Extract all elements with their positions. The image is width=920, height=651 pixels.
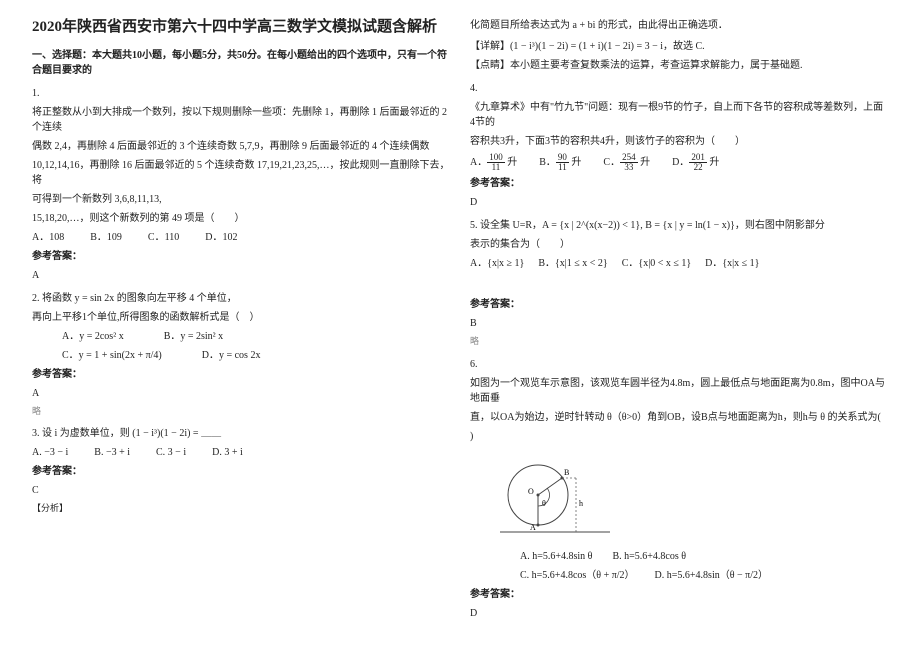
label-theta: θ <box>542 499 546 508</box>
q2-l2: 再向上平移1个单位,所得图象的函数解析式是（ ） <box>32 310 450 325</box>
q5-l1: 5. 设全集 U=R，A = {x | 2^(x(x−2)) < 1}, B =… <box>470 218 888 233</box>
q1-opt-d: D．102 <box>205 230 237 245</box>
r-top: 化简题目所给表达式为 a + bi 的形式，由此得出正确选项． <box>470 18 888 33</box>
q5-opt-d: D．{x|x ≤ 1} <box>705 256 759 271</box>
q3-opt-d: D. 3 + i <box>212 445 243 460</box>
q5-options: A．{x|x ≥ 1} B．{x|1 ≤ x < 2} C．{x|0 < x ≤… <box>470 256 888 271</box>
q6-opt-c: C. h=5.6+4.8cos（θ + π/2） <box>520 568 635 583</box>
q5-opt-a: A．{x|x ≥ 1} <box>470 256 524 271</box>
q6-b3: ) <box>470 429 888 444</box>
q1-p2: 偶数 2,4，再删除 4 后面最邻近的 3 个连续奇数 5,7,9，再删除 9 … <box>32 139 450 154</box>
r-point: 【点睛】本小题主要考查复数乘法的运算，考查运算求解能力，属于基础题. <box>470 58 888 73</box>
q4-num: 4. <box>470 81 888 96</box>
q3-opt-c: C. 3 − i <box>156 445 186 460</box>
q1-ans-label: 参考答案： <box>32 249 450 264</box>
q3-ans: C <box>32 483 450 498</box>
label-A: A <box>530 523 536 532</box>
q3-line: 3. 设 i 为虚数单位，则 (1 − i³)(1 − 2i) = ＿＿ <box>32 426 450 441</box>
q3-opt-b: B. −3 + i <box>94 445 130 460</box>
q5-opt-c: C．{x|0 < x ≤ 1} <box>622 256 691 271</box>
label-h: h <box>579 499 583 508</box>
label-O: O <box>528 487 534 496</box>
q1-p4: 可得到一个新数列 3,6,8,11,13, <box>32 192 450 207</box>
q6-b2: 直，以OA为始边，逆时针转动 θ（θ>0）角到OB，设B点与地面距离为h，则h与… <box>470 410 888 425</box>
q1-opt-c: C．110 <box>148 230 179 245</box>
section-heading: 一、选择题：本大题共10小题，每小题5分，共50分。在每小题给出的四个选项中，只… <box>32 48 450 78</box>
q2-options-row2: C．y = 1 + sin(2x + π/4) D．y = cos 2x <box>62 348 450 363</box>
doc-title: 2020年陕西省西安市第六十四中学高三数学文模拟试题含解析 <box>32 18 450 38</box>
q3-opt-a: A. −3 − i <box>32 445 68 460</box>
q1-num: 1. <box>32 86 450 101</box>
q1-p5: 15,18,20,…，则这个新数列的第 49 项是（ ） <box>32 211 450 226</box>
q6-opt-a: A. h=5.6+4.8sin θ <box>520 549 592 564</box>
q5-l2: 表示的集合为（ ） <box>470 237 888 252</box>
ferris-wheel-svg: O A B θ h <box>500 450 610 540</box>
q2-ans-label: 参考答案： <box>32 367 450 382</box>
q6-num: 6. <box>470 357 888 372</box>
q6-b1: 如图为一个观览车示意图，该观览车圆半径为4.8m，圆上最低点与地面距离为0.8m… <box>470 376 888 406</box>
q6-ans-label: 参考答案： <box>470 587 888 602</box>
q4-b1: 《九章算术》中有"竹九节"问题：现有一根9节的竹子，自上而下各节的容积成等差数列… <box>470 100 888 130</box>
q1-ans: A <box>32 268 450 283</box>
q1-p1: 将正整数从小到大排成一个数列，按以下规则删除一些项：先删除 1，再删除 1 后面… <box>32 105 450 135</box>
q6-ans: D <box>470 606 888 621</box>
q6-opt-b: B. h=5.6+4.8cos θ <box>612 549 686 564</box>
q2-ans: A <box>32 386 450 401</box>
question-1: 1. 将正整数从小到大排成一个数列，按以下规则删除一些项：先删除 1，再删除 1… <box>32 86 450 283</box>
q6-opt-d: D. h=5.6+4.8sin（θ − π/2） <box>655 568 768 583</box>
r-detail: 【详解】(1 − i³)(1 − 2i) = (1 + i)(1 − 2i) =… <box>470 39 888 54</box>
question-5: 5. 设全集 U=R，A = {x | 2^(x(x−2)) < 1}, B =… <box>470 218 888 349</box>
q4-opt-a: A．10011 升 <box>470 153 517 172</box>
q4-ans: D <box>470 195 888 210</box>
question-3: 3. 设 i 为虚数单位，则 (1 − i³)(1 − 2i) = ＿＿ A. … <box>32 426 450 516</box>
question-4: 4. 《九章算术》中有"竹九节"问题：现有一根9节的竹子，自上而下各节的容积成等… <box>470 81 888 210</box>
q2-opt-d: D．y = cos 2x <box>202 348 261 363</box>
q2-opt-c: C．y = 1 + sin(2x + π/4) <box>62 348 162 363</box>
question-2: 2. 将函数 y = sin 2x 的图象向左平移 4 个单位， 再向上平移1个… <box>32 291 450 419</box>
q4-b2: 容积共3升，下面3节的容积共4升，则该竹子的容积为（ ） <box>470 134 888 149</box>
label-B: B <box>564 468 569 477</box>
q1-p3: 10,12,14,16，再删除 16 后面最邻近的 5 个连续奇数 17,19,… <box>32 158 450 188</box>
q6-options-row1: A. h=5.6+4.8sin θ B. h=5.6+4.8cos θ <box>520 549 888 564</box>
q4-opt-d: D．20122 升 <box>672 153 719 172</box>
q3-ans-label: 参考答案： <box>32 464 450 479</box>
q3-options: A. −3 − i B. −3 + i C. 3 − i D. 3 + i <box>32 445 450 460</box>
q4-opt-b: B．9011 升 <box>539 153 581 172</box>
q2-opt-b: B．y = 2sin² x <box>164 329 223 344</box>
q3-analysis: 【分析】 <box>32 502 450 516</box>
q5-ans: B <box>470 316 888 331</box>
question-6: 6. 如图为一个观览车示意图，该观览车圆半径为4.8m，圆上最低点与地面距离为0… <box>470 357 888 621</box>
q2-l1: 2. 将函数 y = sin 2x 的图象向左平移 4 个单位， <box>32 291 450 306</box>
ferris-wheel-diagram: O A B θ h <box>500 450 888 545</box>
q6-options-row2: C. h=5.6+4.8cos（θ + π/2） D. h=5.6+4.8sin… <box>520 568 888 583</box>
q5-opt-b: B．{x|1 ≤ x < 2} <box>538 256 607 271</box>
q4-ans-label: 参考答案： <box>470 176 888 191</box>
q1-options: A．108 B．109 C．110 D．102 <box>32 230 450 245</box>
right-column: 化简题目所给表达式为 a + bi 的形式，由此得出正确选项． 【详解】(1 −… <box>460 18 898 633</box>
q2-note: 略 <box>32 405 450 419</box>
q5-ans-label: 参考答案： <box>470 297 888 312</box>
left-column: 2020年陕西省西安市第六十四中学高三数学文模拟试题含解析 一、选择题：本大题共… <box>22 18 460 633</box>
q2-options-row1: A．y = 2cos² x B．y = 2sin² x <box>62 329 450 344</box>
q2-opt-a: A．y = 2cos² x <box>62 329 124 344</box>
q1-opt-b: B．109 <box>90 230 122 245</box>
q4-options: A．10011 升 B．9011 升 C．25433 升 D．20122 升 <box>470 153 888 172</box>
q5-note: 略 <box>470 335 888 349</box>
q4-opt-c: C．25433 升 <box>603 153 650 172</box>
q1-opt-a: A．108 <box>32 230 64 245</box>
